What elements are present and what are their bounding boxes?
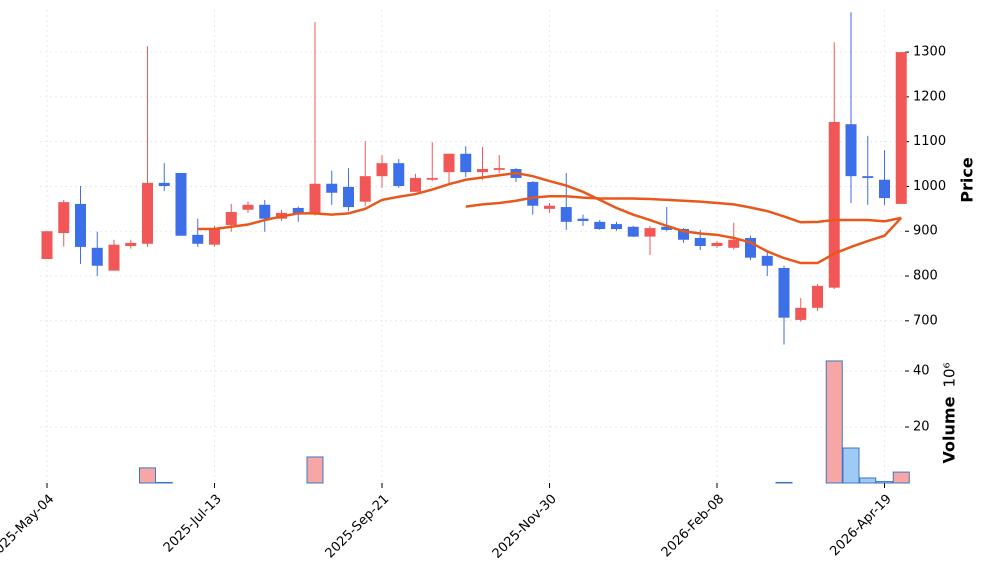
volume-bar [892,471,910,484]
candle-body [41,231,53,260]
y-tick-label: 40 [913,364,930,379]
candle-body [326,183,338,193]
volume-offset-label: 10⁶ [941,362,959,387]
candle-body [879,179,890,199]
candle-body [242,204,254,210]
volume-bar [306,456,324,484]
candle-body [477,168,488,173]
price-axis-label: Price [958,157,977,203]
y-tick-label: 1200 [913,89,946,104]
candle-body [460,153,472,173]
volume-bar [842,447,860,484]
candle-body [108,244,120,271]
candle-body [594,221,606,230]
candle-body [895,52,907,204]
candle-body [812,285,823,308]
candle-body [192,234,204,244]
y-tick-label: 900 [913,224,938,239]
candle-body [778,267,790,318]
y-tick-label: 700 [913,313,938,328]
candle-body [560,207,572,222]
candle-body [577,218,589,221]
candle-body [142,182,153,244]
candle-body [627,226,639,237]
candle-body [745,237,756,258]
volume-bar [825,360,843,484]
candle-body [393,163,405,187]
candle-body [158,182,170,187]
x-tick-label: 2025-Jul-13 [161,492,225,556]
candle-body [292,207,304,214]
candle-body [678,229,689,240]
candle-body [75,203,86,247]
candle-body [359,176,371,202]
candle-body [644,228,656,237]
y-tick-label: 1300 [913,45,946,60]
candle-body [175,173,187,236]
candle-body [225,211,237,225]
candle-body [661,226,673,230]
candle-body [862,176,874,178]
volume-bar [155,481,173,484]
candle-body [527,181,539,206]
volume-axis-label: Volume [940,396,959,463]
candle-body [343,186,354,208]
volume-bar [139,467,156,484]
x-tick-label: 2026-Apr-19 [827,492,894,559]
candle-body [845,124,857,177]
candle-body [209,228,220,245]
x-tick-label: 2025-May-04 [0,492,57,563]
candle-body [694,237,706,247]
volume-bar [775,481,793,484]
y-tick-label: 800 [913,269,938,284]
candle-body [426,177,438,180]
candle-body [795,307,807,320]
candle-body [91,247,103,266]
candle-body [125,242,137,247]
candle-body [259,204,271,219]
moving-average-line [465,195,902,224]
candle-body [443,153,455,173]
candle-body [410,177,421,192]
candle-body [728,239,740,248]
y-tick-label: 1100 [913,134,946,149]
y-tick-label: 1000 [913,179,946,194]
candle-body [58,202,70,234]
candle-body [376,163,388,177]
candle-body [493,168,505,170]
candle-body [761,255,773,266]
candle-body [544,205,555,209]
y-tick-label: 20 [913,420,930,435]
volume-bar [876,481,893,484]
candle-body [828,121,840,288]
x-tick-label: 2025-Nov-30 [490,492,560,562]
moving-average-line [197,171,903,265]
volume-bar [859,477,877,484]
candle-body [611,224,622,230]
x-tick-label: 2026-Feb-08 [659,492,728,561]
candle-body [309,183,321,214]
x-tick-label: 2025-Sep-21 [323,492,393,562]
candle-body [711,242,723,247]
